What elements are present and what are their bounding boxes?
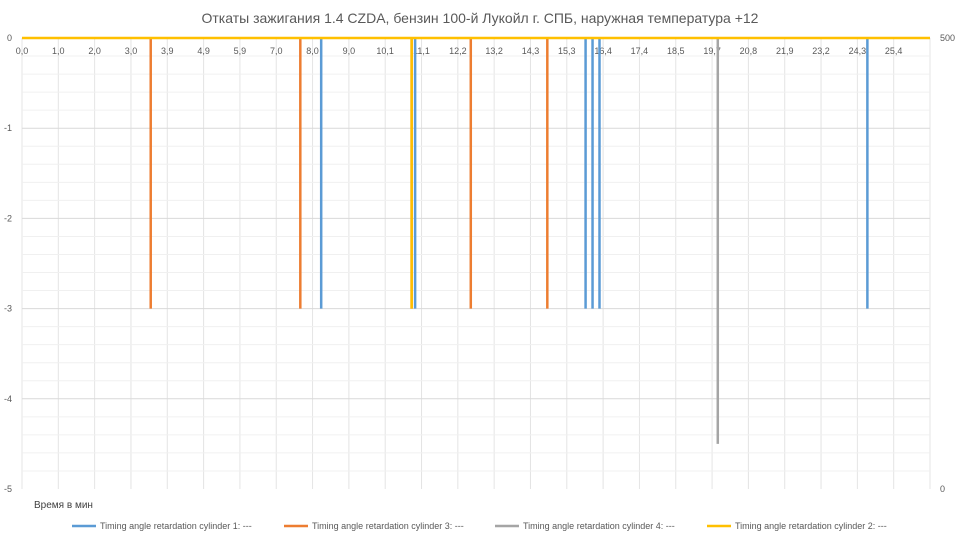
x-tick-label: 8,0 xyxy=(306,46,319,56)
x-tick-label: 16,4 xyxy=(594,46,612,56)
x-tick-label: 0,0 xyxy=(16,46,29,56)
y-tick-label: -3 xyxy=(4,304,12,314)
x-tick-label: 4,9 xyxy=(197,46,210,56)
chart-title: Откаты зажигания 1.4 CZDA, бензин 100-й … xyxy=(202,10,759,26)
legend-entry: Timing angle retardation cylinder 2: --- xyxy=(735,521,887,531)
legend-entry: Timing angle retardation cylinder 3: --- xyxy=(312,521,464,531)
x-tick-label: 12,2 xyxy=(449,46,467,56)
x-tick-label: 15,3 xyxy=(558,46,576,56)
y-tick-label: 0 xyxy=(7,33,12,43)
x-axis-ticks: 0,0 1,0 2,0 3,0 3,9 4,9 5,9 7,0 8,0 9,0 10,1 11,1 12… xyxy=(16,46,903,56)
x-tick-label: 5,9 xyxy=(234,46,247,56)
y-tick-label: -2 xyxy=(4,213,12,223)
y-tick-label: -5 xyxy=(4,484,12,494)
x-tick-label: 3,9 xyxy=(161,46,174,56)
series xyxy=(319,38,869,309)
x-axis-label: Время в мин xyxy=(34,500,93,511)
x-tick-label: 7,0 xyxy=(270,46,283,56)
x-tick-label: 10,1 xyxy=(376,46,394,56)
x-tick-label: 1,0 xyxy=(52,46,65,56)
legend: Timing angle retardation cylinder 1: ---… xyxy=(72,521,887,531)
x-tick-label: 13,2 xyxy=(485,46,503,56)
y-tick-label: -1 xyxy=(4,123,12,133)
x-tick-label: 9,0 xyxy=(343,46,356,56)
secondary-y-axis-ticks: 500 0 xyxy=(940,33,955,494)
legend-entry: Timing angle retardation cylinder 1: --- xyxy=(100,521,252,531)
x-tick-label: 21,9 xyxy=(776,46,794,56)
x-tick-label: 2,0 xyxy=(88,46,101,56)
x-tick-label: 18,5 xyxy=(667,46,685,56)
grid xyxy=(21,37,931,489)
x-tick-label: 17,4 xyxy=(631,46,649,56)
y2-tick-label: 500 xyxy=(940,33,955,43)
x-tick-label: 23,2 xyxy=(812,46,830,56)
x-tick-label: 19,7 xyxy=(703,46,721,56)
legend-entry: Timing angle retardation cylinder 4: --- xyxy=(523,521,675,531)
x-tick-label: 20,8 xyxy=(740,46,758,56)
x-tick-label: 25,4 xyxy=(885,46,903,56)
y-axis-ticks: 0 -1 -2 -3 -4 -5 xyxy=(4,33,12,494)
x-tick-label: 24,3 xyxy=(849,46,867,56)
x-tick-label: 3,0 xyxy=(125,46,138,56)
y-tick-label: -4 xyxy=(4,394,12,404)
series-group xyxy=(22,36,930,444)
series xyxy=(22,36,930,309)
y2-tick-label: 0 xyxy=(940,484,945,494)
x-tick-label: 14,3 xyxy=(522,46,540,56)
x-tick-label: 11,1 xyxy=(413,46,430,56)
